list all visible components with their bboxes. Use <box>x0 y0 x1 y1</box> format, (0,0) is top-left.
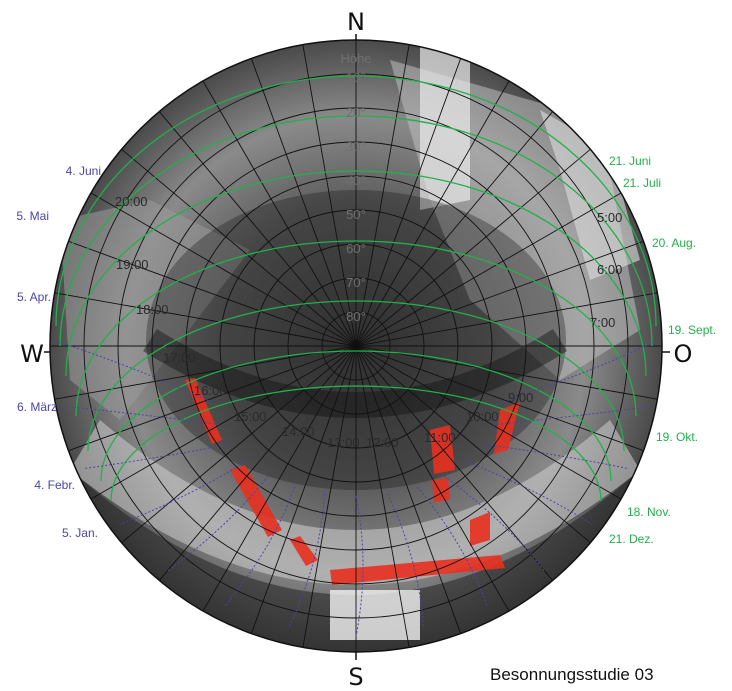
azimuth-spoke <box>121 148 357 347</box>
azimuth-spoke <box>54 292 357 347</box>
azimuth-spoke <box>158 345 357 581</box>
time-label: 19:00 <box>116 257 149 272</box>
polar-grid <box>50 40 662 652</box>
time-label: 17:00 <box>163 350 196 365</box>
azimuth-spoke <box>355 345 644 452</box>
azimuth-spoke <box>355 192 622 347</box>
sun-day-arc <box>75 240 637 417</box>
date-label: 21. Juni <box>609 154 651 168</box>
time-label: 14:00 <box>282 424 315 439</box>
date-label: 21. Dez. <box>609 532 654 546</box>
azimuth-spoke <box>355 148 591 347</box>
altitude-label: 80° <box>346 309 366 324</box>
azimuth-spoke <box>355 292 658 347</box>
time-label: 7:00 <box>590 315 615 330</box>
azimuth-spoke <box>90 192 357 347</box>
azimuth-spoke <box>355 345 591 544</box>
azimuth-spoke <box>90 345 357 500</box>
date-labels-right: 21. Juni 21. Juli 20. Aug. 19. Sept. 19.… <box>609 154 716 546</box>
sun-day-arc <box>55 75 657 327</box>
east-label: O <box>674 340 693 368</box>
azimuth-spoke <box>250 58 357 347</box>
time-label: 10:00 <box>466 409 499 424</box>
time-label: 16:00 <box>194 383 227 398</box>
hour-curve <box>416 486 488 607</box>
azimuth-spoke <box>250 345 357 634</box>
hour-curve <box>482 443 628 470</box>
date-label: 18. Nov. <box>627 505 671 519</box>
hour-curve <box>495 340 657 405</box>
altitude-header: Höhe <box>340 51 371 66</box>
hour-labels: 5:00 6:00 7:00 9:00 10:00 11:00 12:00 13… <box>115 194 622 450</box>
date-label: 21. Juli <box>623 176 661 190</box>
hour-curve <box>62 405 220 426</box>
hour-curve <box>466 460 593 525</box>
azimuth-spoke <box>202 345 357 612</box>
altitude-label: 50° <box>346 207 366 222</box>
azimuth-spoke <box>302 345 357 648</box>
azimuth-spoke <box>355 345 658 400</box>
date-label: 5. Mai <box>16 209 49 223</box>
hour-curve <box>443 475 546 572</box>
altitude-labels: 10° 20° 30° 40° 50° 60° 70° 80° <box>346 70 366 324</box>
sun-day-arc <box>100 350 612 482</box>
sun-path-curves <box>55 75 657 637</box>
time-label: 13:00 <box>327 435 360 450</box>
azimuth-spoke <box>355 111 554 347</box>
sun-day-arc <box>110 385 602 502</box>
time-label: 9:00 <box>508 390 533 405</box>
azimuth-spoke <box>68 240 357 347</box>
date-label: 19. Okt. <box>656 430 698 444</box>
date-label: 5. Apr. <box>17 290 51 304</box>
hour-curve <box>387 493 424 629</box>
azimuth-spoke <box>355 345 510 612</box>
hour-curve <box>355 495 364 637</box>
azimuth-spoke <box>355 58 462 347</box>
time-label: 12:00 <box>366 435 399 450</box>
time-label: 11:00 <box>424 430 456 445</box>
hour-curve <box>119 460 246 526</box>
azimuth-spoke <box>121 345 357 544</box>
altitude-label: 70° <box>346 275 366 290</box>
date-label: 5. Jan. <box>62 526 98 540</box>
time-label: 15:00 <box>234 409 267 424</box>
altitude-label: 60° <box>346 241 366 256</box>
time-label: 18:00 <box>136 302 169 317</box>
hour-curve <box>492 405 650 426</box>
azimuth-spoke <box>302 44 357 347</box>
azimuth-spoke <box>355 345 462 634</box>
sun-day-arc <box>87 300 625 452</box>
sun-day-arc <box>65 170 647 377</box>
date-labels-left: 4. Juni 5. Mai 5. Apr. 6. März 4. Febr. … <box>16 164 101 540</box>
south-label: S <box>348 663 363 691</box>
hour-curve <box>288 493 326 629</box>
azimuth-spoke <box>158 111 357 347</box>
azimuth-spoke <box>355 345 622 500</box>
hour-curve <box>166 475 269 572</box>
azimuth-spoke <box>355 240 644 347</box>
altitude-label: 10° <box>346 70 366 85</box>
time-label: 20:00 <box>115 194 148 209</box>
azimuth-spoke <box>68 345 357 452</box>
azimuth-spoke <box>355 345 410 648</box>
north-label: N <box>347 8 365 36</box>
date-label: 19. Sept. <box>668 323 716 337</box>
date-label: 6. März <box>17 400 57 414</box>
azimuth-spoke <box>355 44 410 347</box>
date-label: 4. Febr. <box>34 478 75 492</box>
altitude-label: 30° <box>346 139 366 154</box>
azimuth-spoke <box>54 345 357 400</box>
time-label: 5:00 <box>597 210 622 225</box>
caption-title: Besonnungsstudie 03 <box>490 665 654 684</box>
azimuth-spoke <box>355 345 554 581</box>
hour-curve <box>55 340 217 405</box>
date-label: 4. Juni <box>66 164 101 178</box>
west-label: W <box>20 340 44 368</box>
time-label: 6:00 <box>597 262 622 277</box>
altitude-label: 20° <box>346 105 366 120</box>
altitude-label: 40° <box>346 173 366 188</box>
sun-day-arc <box>59 115 653 347</box>
date-label: 20. Aug. <box>652 236 696 250</box>
